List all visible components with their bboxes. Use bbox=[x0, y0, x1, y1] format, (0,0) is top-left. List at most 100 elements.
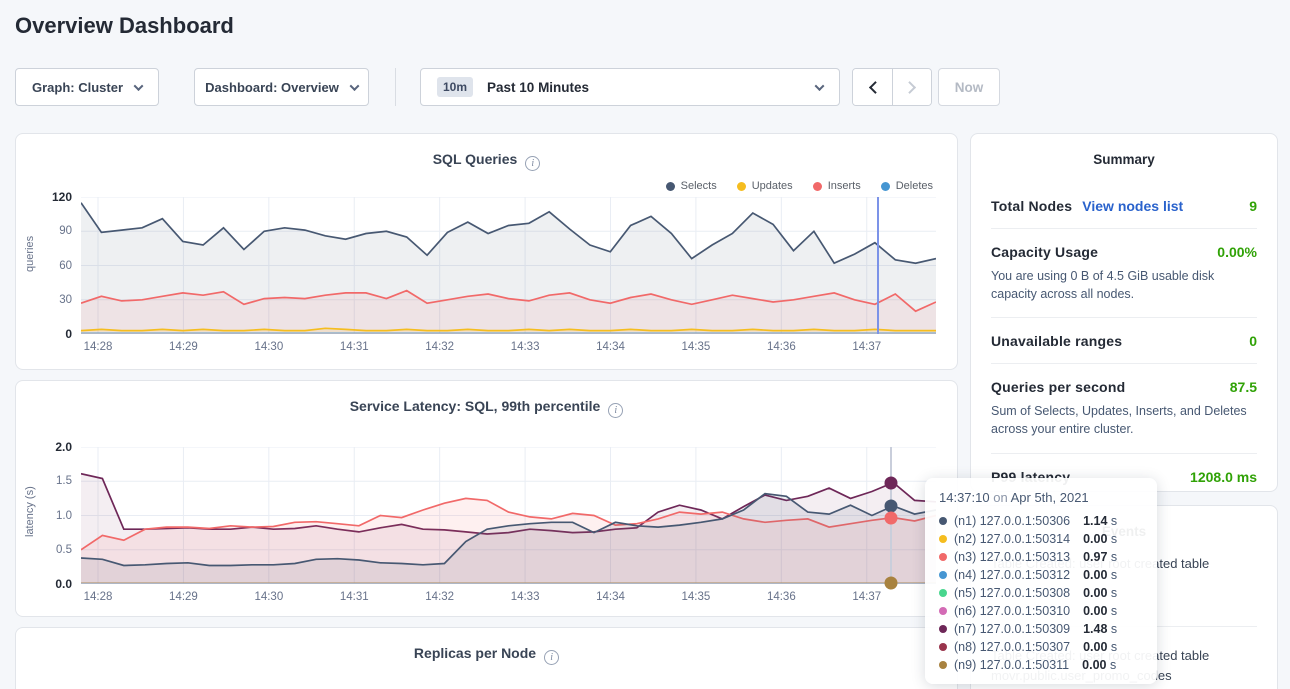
chevron-down-icon bbox=[349, 80, 360, 91]
node-latency-value: 0.97 s bbox=[1083, 550, 1118, 564]
x-axis-tick: 14:36 bbox=[766, 591, 796, 603]
x-axis-tick: 14:30 bbox=[254, 341, 284, 353]
node-color-dot-icon bbox=[939, 571, 947, 579]
x-axis-tick: 14:30 bbox=[254, 591, 284, 603]
x-axis-tick: 14:34 bbox=[596, 341, 625, 353]
chevron-down-icon bbox=[133, 80, 144, 91]
info-icon[interactable]: i bbox=[544, 650, 560, 665]
node-latency-value: 0.00 s bbox=[1083, 568, 1118, 582]
hover-data-point bbox=[884, 576, 898, 590]
node-address: (n4) 127.0.0.1:50312 bbox=[954, 568, 1071, 582]
now-button[interactable]: Now bbox=[938, 68, 1000, 106]
x-axis-tick: 14:28 bbox=[83, 341, 113, 353]
tooltip-node-row: (n4) 127.0.0.1:50312 0.00 s bbox=[939, 566, 1143, 584]
node-address: (n5) 127.0.0.1:50308 bbox=[954, 586, 1071, 600]
node-latency-value: 0.00 s bbox=[1083, 586, 1118, 600]
x-axis-tick: 14:28 bbox=[83, 591, 113, 603]
node-color-dot-icon bbox=[939, 643, 947, 651]
stat-value: 87.5 bbox=[1229, 379, 1257, 396]
time-range-picker[interactable]: 10m Past 10 Minutes bbox=[420, 68, 840, 106]
legend-dot-icon bbox=[812, 181, 822, 191]
legend-item-deletes[interactable]: Deletes bbox=[880, 180, 933, 192]
node-latency-value: 1.48 s bbox=[1083, 622, 1118, 636]
page-title: Overview Dashboard bbox=[15, 13, 234, 38]
sql-queries-plot[interactable]: 0 30 60 90 120 14:28 14:29 14:30 14:31 14:32 14:33… bbox=[52, 190, 936, 353]
dashboard-dropdown[interactable]: Dashboard: Overview bbox=[194, 68, 369, 106]
node-color-dot-icon bbox=[939, 589, 947, 597]
chevron-right-icon bbox=[902, 80, 916, 94]
tooltip-node-row: (n5) 127.0.0.1:50308 0.00 s bbox=[939, 584, 1143, 602]
x-axis-tick: 14:29 bbox=[169, 341, 198, 353]
controls-bar: Graph: Cluster Dashboard: Overview 10m P… bbox=[0, 68, 1290, 106]
node-address: (n2) 127.0.0.1:50314 bbox=[954, 532, 1071, 546]
stat-value: 1208.0 ms bbox=[1190, 468, 1257, 485]
chevron-left-icon bbox=[868, 80, 882, 94]
node-latency-value: 0.00 s bbox=[1083, 640, 1118, 654]
y-axis-tick: 120 bbox=[51, 190, 72, 204]
x-axis-tick: 14:37 bbox=[852, 341, 882, 353]
stat-total-nodes: Total Nodes View nodes list 9 bbox=[991, 183, 1257, 228]
node-address: (n8) 127.0.0.1:50307 bbox=[954, 640, 1071, 654]
x-axis-tick: 14:33 bbox=[510, 591, 540, 603]
chart-hover-line bbox=[876, 197, 879, 334]
tooltip-node-row: (n1) 127.0.0.1:50306 1.14 s bbox=[939, 512, 1143, 530]
x-axis-tick: 14:35 bbox=[681, 341, 711, 353]
legend-label: Inserts bbox=[827, 180, 861, 192]
node-address: (n3) 127.0.0.1:50313 bbox=[954, 550, 1071, 564]
hover-data-point bbox=[884, 476, 898, 490]
tooltip-node-row: (n3) 127.0.0.1:50313 0.97 s bbox=[939, 548, 1143, 566]
node-color-dot-icon bbox=[939, 553, 947, 561]
y-axis-tick: 90 bbox=[59, 225, 72, 238]
view-nodes-list-link[interactable]: View nodes list bbox=[1082, 198, 1184, 214]
node-address: (n7) 127.0.0.1:50309 bbox=[954, 622, 1071, 636]
chart-title-service-latency: Service Latency: SQL, 99th percentile i bbox=[16, 398, 957, 418]
legend-item-updates[interactable]: Updates bbox=[736, 180, 793, 192]
y-axis-tick: 0.0 bbox=[55, 577, 72, 591]
x-axis-tick: 14:31 bbox=[339, 591, 369, 603]
chart-title-replicas-per-node: Replicas per Node i bbox=[16, 645, 957, 665]
stat-capacity-usage: Capacity Usage 0.00% You are using 0 B o… bbox=[991, 228, 1257, 317]
legend-item-inserts[interactable]: Inserts bbox=[812, 180, 861, 192]
y-axis-tick: 2.0 bbox=[55, 440, 72, 454]
node-address: (n6) 127.0.0.1:50310 bbox=[954, 604, 1071, 618]
x-axis-tick: 14:36 bbox=[766, 341, 796, 353]
info-icon[interactable]: i bbox=[525, 156, 541, 171]
stat-value: 0.00% bbox=[1217, 244, 1257, 260]
x-axis-tick: 14:33 bbox=[510, 341, 540, 353]
tooltip-node-row: (n7) 127.0.0.1:50309 1.48 s bbox=[939, 620, 1143, 638]
y-axis-tick: 0.5 bbox=[56, 543, 72, 556]
graph-dropdown[interactable]: Graph: Cluster bbox=[15, 68, 159, 106]
prev-time-button[interactable] bbox=[853, 69, 892, 105]
stat-label: Total Nodes bbox=[991, 198, 1073, 214]
summary-title: Summary bbox=[1093, 152, 1155, 167]
dashboard-dropdown-label: Dashboard: Overview bbox=[205, 79, 339, 95]
legend-item-selects[interactable]: Selects bbox=[665, 180, 717, 192]
y-axis-label: queries bbox=[24, 235, 36, 272]
legend-dot-icon bbox=[665, 181, 675, 191]
node-latency-value: 0.00 s bbox=[1083, 604, 1118, 618]
next-time-button[interactable] bbox=[892, 69, 931, 105]
x-axis-tick: 14:37 bbox=[852, 591, 882, 603]
legend-label: Selects bbox=[680, 180, 717, 192]
node-latency-value: 0.00 s bbox=[1083, 532, 1118, 546]
stat-note: You are using 0 B of 4.5 GiB usable disk… bbox=[991, 269, 1215, 302]
y-axis-tick: 0 bbox=[65, 327, 72, 341]
stat-unavailable-ranges: Unavailable ranges 0 bbox=[991, 317, 1257, 363]
x-axis-tick: 14:32 bbox=[425, 591, 455, 603]
stat-queries-per-second: Queries per second 87.5 Sum of Selects, … bbox=[991, 363, 1257, 452]
y-axis-tick: 1.0 bbox=[56, 509, 72, 522]
time-step-group bbox=[852, 68, 932, 106]
x-axis-tick: 14:29 bbox=[169, 591, 198, 603]
info-icon[interactable]: i bbox=[608, 403, 624, 418]
summary-panel: Summary Total Nodes View nodes list 9 Ca… bbox=[970, 133, 1278, 492]
tooltip-timestamp: 14:37:10 on Apr 5th, 2021 bbox=[939, 490, 1089, 505]
legend-label: Updates bbox=[751, 180, 793, 192]
hover-data-point bbox=[884, 511, 898, 525]
tooltip-node-row: (n2) 127.0.0.1:50314 0.00 s bbox=[939, 530, 1143, 548]
service-latency-plot[interactable]: 0.0 0.5 1.0 1.5 2.0 14:28 14:29 14:30 14:31 14:32… bbox=[55, 440, 936, 603]
sql-queries-card: SQL Queries i Selects Updates Inserts Delete… bbox=[15, 133, 958, 370]
node-latency-value: 0.00 s bbox=[1082, 658, 1117, 672]
time-range-badge: 10m bbox=[437, 77, 474, 97]
time-range-label: Past 10 Minutes bbox=[487, 79, 590, 95]
replicas-per-node-card: Replicas per Node i bbox=[15, 627, 958, 689]
